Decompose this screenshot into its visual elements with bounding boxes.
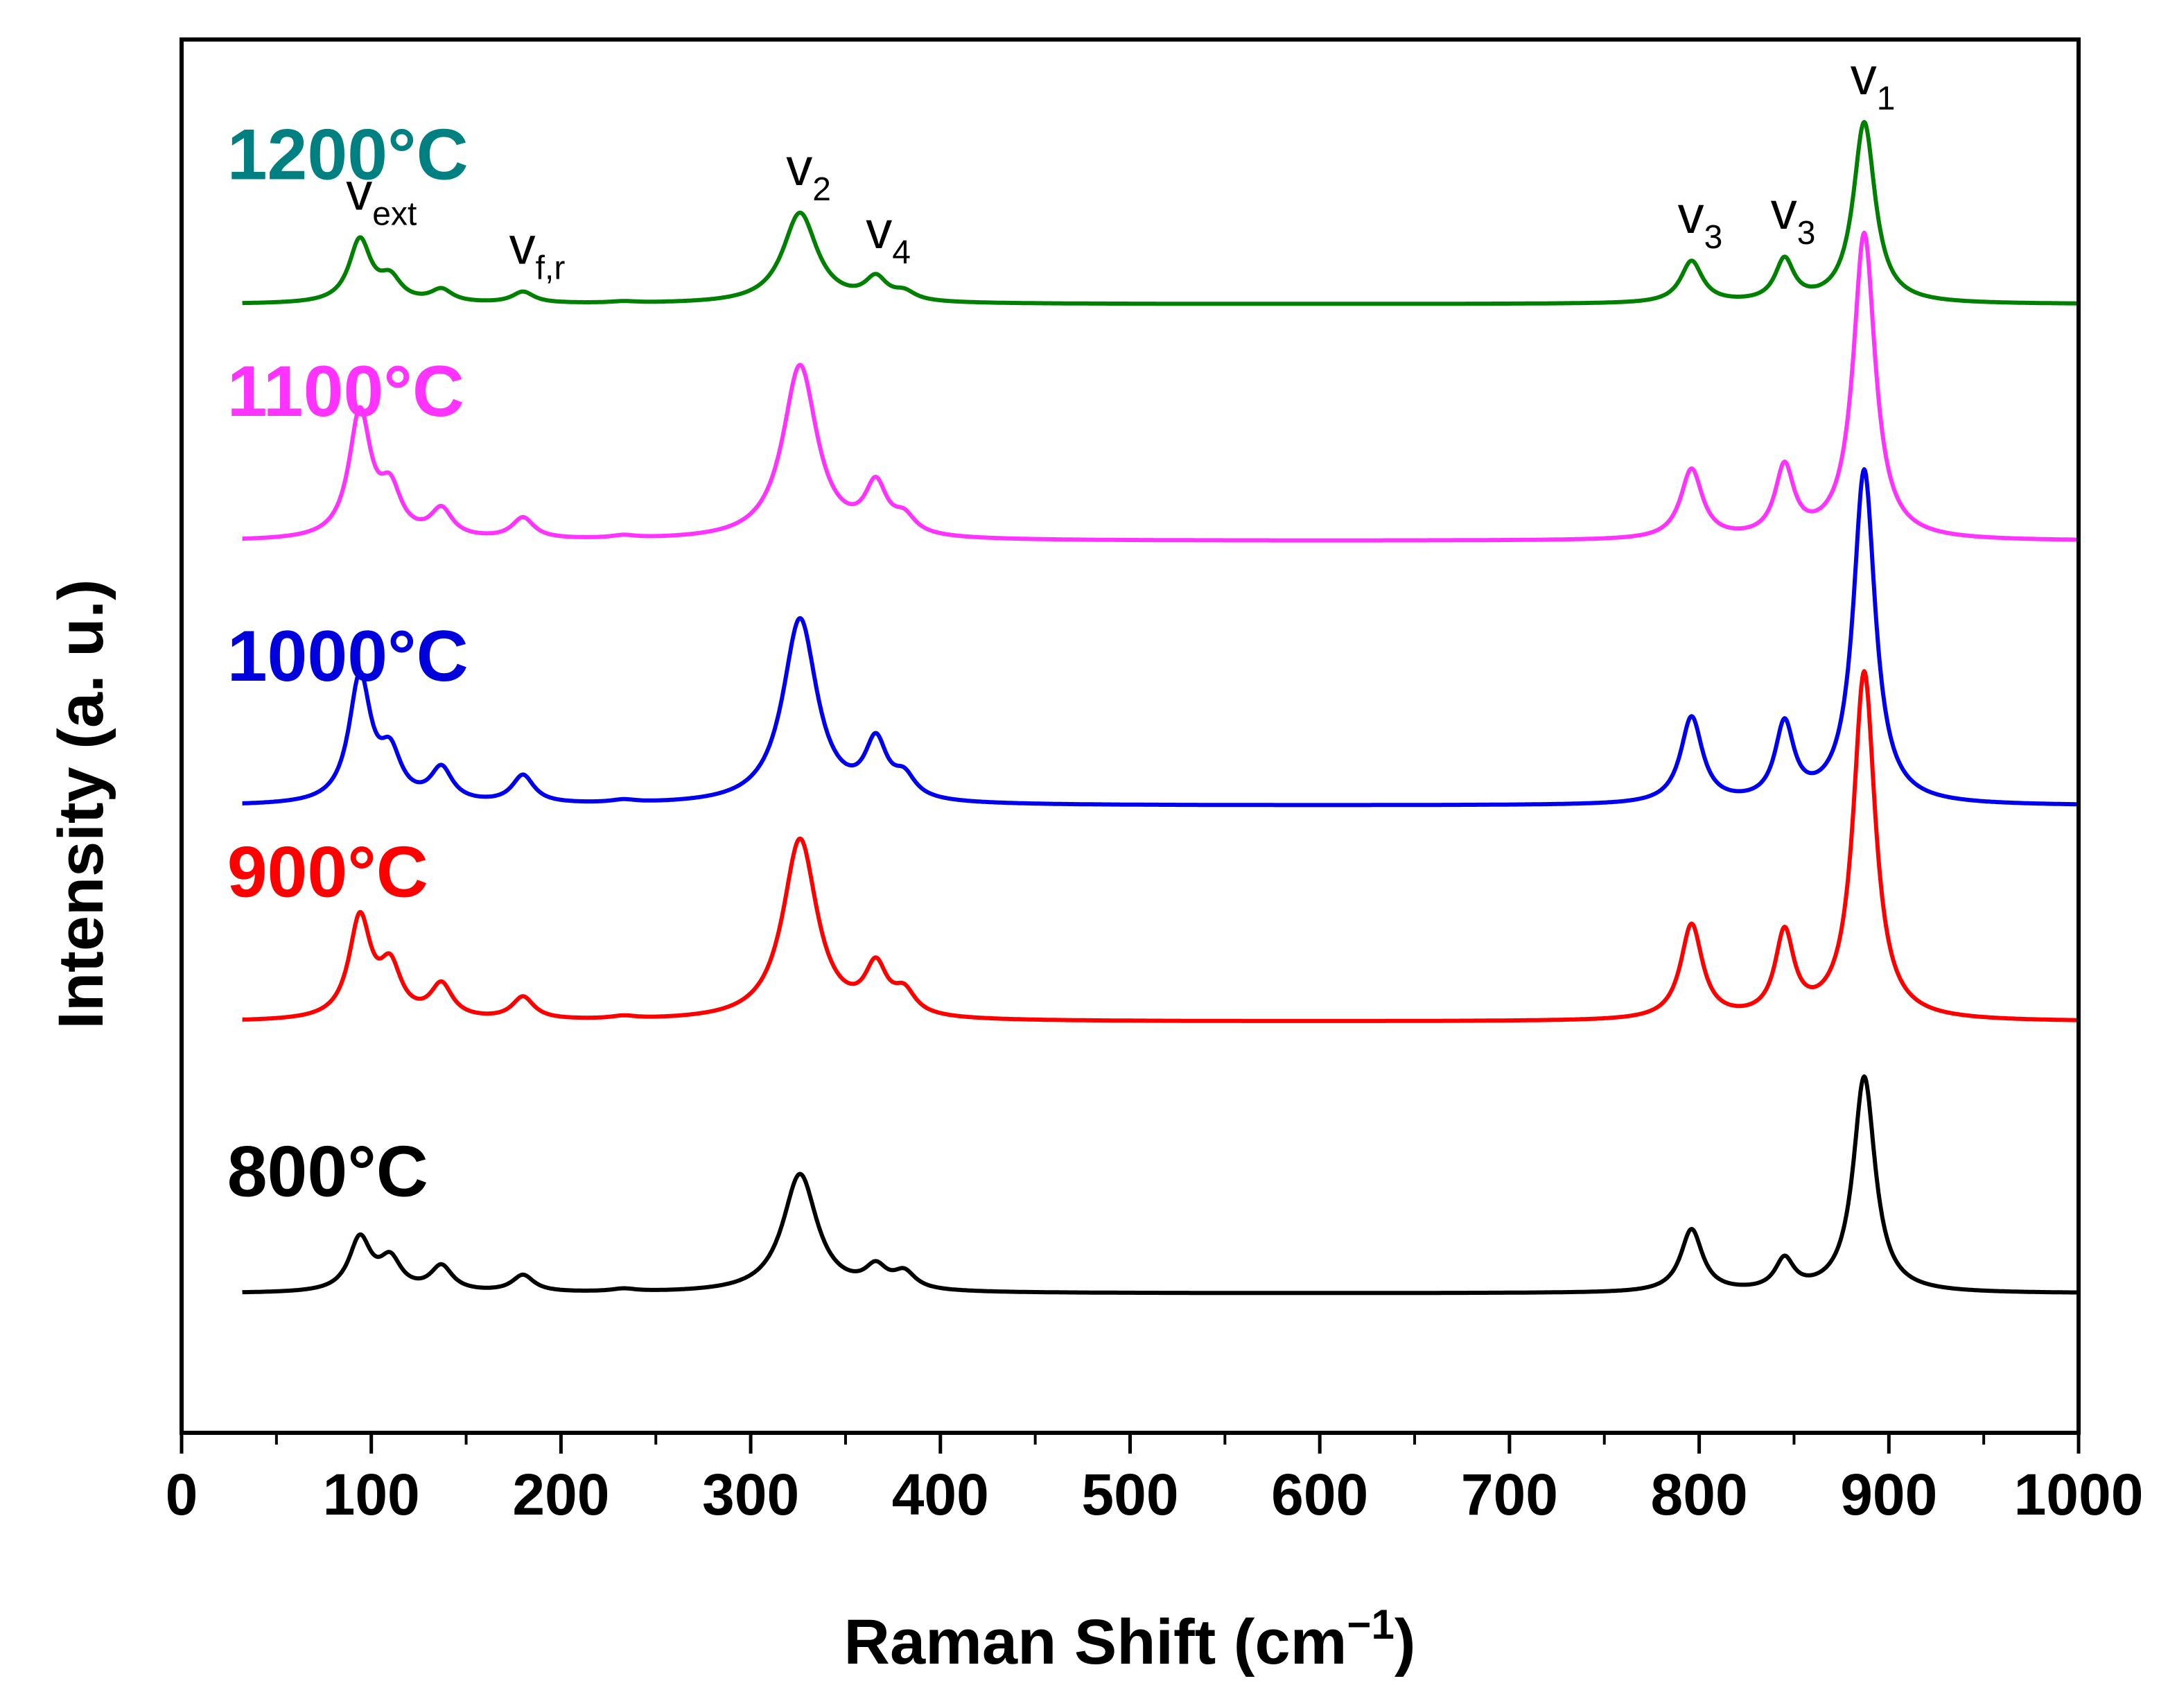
- x-tick-label: 400: [892, 1462, 989, 1527]
- series-label-1200c: 1200°C: [227, 114, 469, 195]
- x-axis-tick-labels: 0 100 200 300 400 500 600 700 800 900 1000: [166, 1462, 2144, 1527]
- peak-annotation-1: v1: [1851, 47, 1896, 117]
- x-tick-label: 1000: [2014, 1462, 2144, 1527]
- x-tick-label: 500: [1081, 1462, 1178, 1527]
- spectrum-line-1000c: [241, 467, 2080, 808]
- x-tick-label: 900: [1840, 1462, 1937, 1527]
- x-axis-title-superscript: −1: [1347, 1601, 1394, 1648]
- spectrum-line-1200c: [241, 120, 2080, 306]
- peak-annotations: vext vf,r v2 v4 v3 v3 v1: [346, 47, 1895, 287]
- x-axis-title: Raman Shift (cm−1): [844, 1601, 1416, 1678]
- spectrum-line-1100c: [241, 230, 2080, 543]
- x-tick-label: 600: [1271, 1462, 1368, 1527]
- spectrum-line-800c: [241, 1074, 2080, 1296]
- x-tick-label: 0: [166, 1462, 198, 1527]
- series-label-1100c: 1100°C: [227, 351, 464, 432]
- peak-annotation-3: v3: [1771, 182, 1816, 252]
- series-label-900c: 900°C: [227, 833, 428, 913]
- x-tick-label: 800: [1651, 1462, 1748, 1527]
- peak-annotation-2: v2: [786, 138, 831, 208]
- x-axis-ticks: [180, 1433, 2081, 1454]
- spectrum-line-900c: [241, 669, 2080, 1023]
- peak-annotation-fr: vf,r: [509, 217, 566, 287]
- plot-frame: [180, 37, 2081, 1435]
- peak-annotation-ext: vext: [346, 162, 417, 232]
- series-label-1000c: 1000°C: [227, 616, 469, 697]
- series-label-800c: 800°C: [227, 1131, 428, 1212]
- x-tick-label: 300: [702, 1462, 799, 1527]
- x-tick-label: 100: [323, 1462, 420, 1527]
- x-tick-label: 700: [1461, 1462, 1558, 1527]
- y-axis-title: Intensity (a. u.): [46, 579, 116, 1029]
- peak-annotation-4: v4: [866, 201, 911, 271]
- series-labels: 800°C 900°C 1000°C 1100°C 1200°C: [227, 114, 469, 1212]
- series-layer: [241, 120, 2080, 1296]
- peak-annotation-3: v3: [1678, 186, 1723, 256]
- x-tick-label: 200: [512, 1462, 609, 1527]
